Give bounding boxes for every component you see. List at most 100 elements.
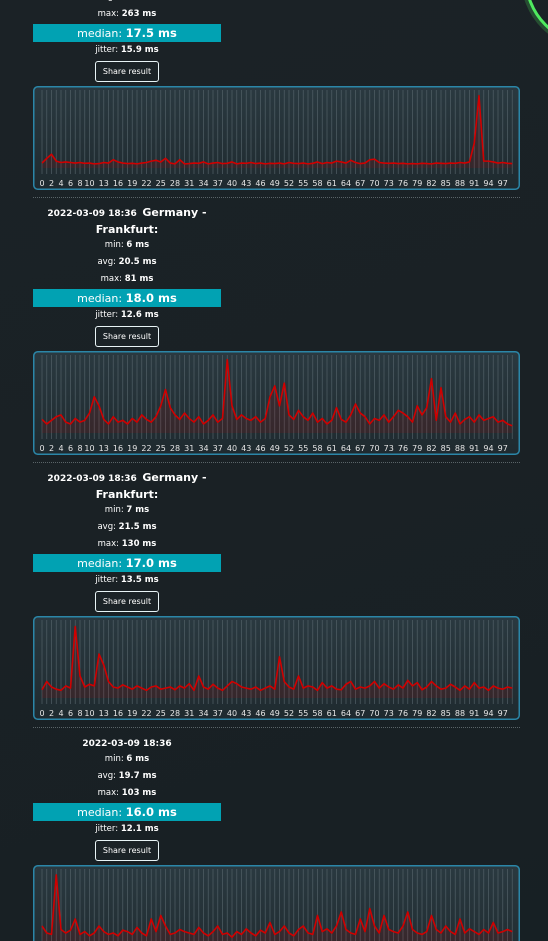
min-value: 6 ms	[126, 240, 150, 250]
result: 2022-03-09 18:36 min: 6 ms avg: 19.7 ms max…	[33, 734, 520, 941]
max-label: max:	[97, 9, 120, 19]
avg-value: 22.6 ms	[119, 0, 157, 2]
x-tick-label: 61	[327, 444, 337, 453]
x-tick-label: 79	[412, 709, 422, 718]
avg-value: 19.7 ms	[118, 771, 157, 781]
x-tick-label: 19	[127, 709, 137, 718]
jitter-value: 12.1 ms	[120, 824, 159, 834]
x-tick-label: 34	[198, 709, 208, 718]
x-tick-label: 16	[113, 709, 123, 718]
jitter-value: 13.5 ms	[120, 575, 159, 585]
min-label: min:	[104, 754, 124, 764]
max-value: 81 ms	[124, 274, 154, 284]
x-tick-label: 46	[255, 444, 265, 453]
result-title: 2022-03-09 18:36 Germany - Frankfurt:	[47, 204, 207, 237]
avg: avg: 20.5 ms	[33, 254, 221, 271]
x-tick-label: 85	[441, 709, 451, 718]
jitter-label: jitter:	[95, 45, 119, 55]
separator	[33, 197, 520, 198]
latency-line	[41, 94, 513, 165]
x-tick-label: 43	[241, 709, 251, 718]
latency-area	[42, 874, 513, 941]
x-tick-label: 73	[384, 444, 394, 453]
x-tick-label: 46	[255, 179, 265, 188]
result-summary: 2022-03-09 18:36 Germany - Frankfurt: min…	[33, 204, 221, 347]
location: Germany - Frankfurt:	[95, 471, 207, 501]
max: max: 263 ms	[33, 6, 221, 23]
x-tick-label: 61	[327, 709, 337, 718]
x-tick-label: 55	[298, 444, 308, 453]
x-tick-label: 25	[156, 179, 166, 188]
avg-label: avg:	[97, 522, 116, 532]
x-tick-label: 13	[99, 444, 109, 453]
x-tick-label: 46	[255, 709, 265, 718]
x-tick-label: 70	[369, 709, 379, 718]
result-summary: 2022-03-09 18:36 min: 6 ms avg: 19.7 ms max…	[33, 734, 221, 861]
avg-label: avg:	[97, 771, 116, 781]
max-value: 130 ms	[121, 539, 157, 549]
x-tick-label: 79	[412, 444, 422, 453]
avg: avg: 22.6 ms	[33, 0, 221, 6]
x-tick-label: 55	[298, 179, 308, 188]
min: min: 6 ms	[33, 751, 221, 768]
x-tick-label: 94	[483, 444, 493, 453]
x-tick-label: 2	[49, 709, 54, 718]
max-value: 263 ms	[121, 9, 157, 19]
jitter-value: 15.9 ms	[120, 45, 159, 55]
x-tick-label: 52	[284, 709, 294, 718]
median: median: 18.0 ms	[33, 289, 221, 307]
share-button[interactable]: Share result	[95, 840, 159, 861]
x-tick-label: 76	[398, 179, 408, 188]
x-tick-label: 64	[341, 444, 351, 453]
datetime: 2022-03-09 18:36	[82, 739, 172, 749]
result: 2022-03-09 18:36 Germany - Frankfurt: min…	[33, 204, 520, 463]
result-summary: 2022-03-09 18:36 Germany - Frankfurt: min…	[33, 469, 221, 612]
x-tick-label: 16	[113, 444, 123, 453]
max: max: 81 ms	[33, 271, 221, 288]
jitter: jitter: 15.9 ms	[33, 42, 221, 58]
max-label: max:	[97, 539, 120, 549]
x-tick-label: 8	[77, 179, 82, 188]
min-label: min:	[104, 240, 124, 250]
x-tick-label: 82	[426, 444, 436, 453]
median-value: 17.5 ms	[125, 26, 177, 40]
x-tick-label: 6	[68, 709, 73, 718]
latency-line	[41, 625, 513, 692]
datetime: 2022-03-09 18:36	[47, 474, 137, 484]
median-label: median:	[77, 27, 123, 40]
latency-area	[42, 626, 513, 698]
x-tick-label: 4	[58, 179, 63, 188]
share-button[interactable]: Share result	[95, 326, 159, 347]
x-tick-label: 40	[227, 179, 237, 188]
x-tick-label: 94	[483, 709, 493, 718]
x-tick-label: 31	[184, 709, 194, 718]
max-label: max:	[100, 274, 122, 284]
x-tick-label: 85	[441, 444, 451, 453]
x-tick-label: 16	[113, 179, 123, 188]
jitter-label: jitter:	[95, 310, 119, 320]
jitter-label: jitter:	[95, 575, 119, 585]
x-tick-label: 88	[455, 444, 465, 453]
location: Germany - Frankfurt:	[95, 206, 207, 236]
x-tick-label: 79	[412, 179, 422, 188]
min-label: min:	[104, 505, 124, 515]
median-value: 18.0 ms	[125, 291, 177, 305]
avg-value: 20.5 ms	[118, 257, 157, 267]
share-button[interactable]: Share result	[95, 61, 159, 82]
x-tick-label: 6	[68, 179, 73, 188]
x-tick-label: 91	[469, 179, 479, 188]
x-tick-label: 94	[483, 179, 493, 188]
x-tick-label: 91	[469, 444, 479, 453]
result-title: 2022-03-09 18:36 Germany - Frankfurt:	[47, 469, 207, 502]
x-tick-label: 67	[355, 444, 365, 453]
x-tick-label: 2	[49, 444, 54, 453]
median-label: median:	[77, 557, 123, 570]
x-tick-label: 0	[39, 179, 44, 188]
x-tick-label: 43	[241, 444, 251, 453]
x-tick-label: 49	[270, 709, 280, 718]
x-tick-label: 37	[213, 709, 223, 718]
share-button[interactable]: Share result	[95, 591, 159, 612]
